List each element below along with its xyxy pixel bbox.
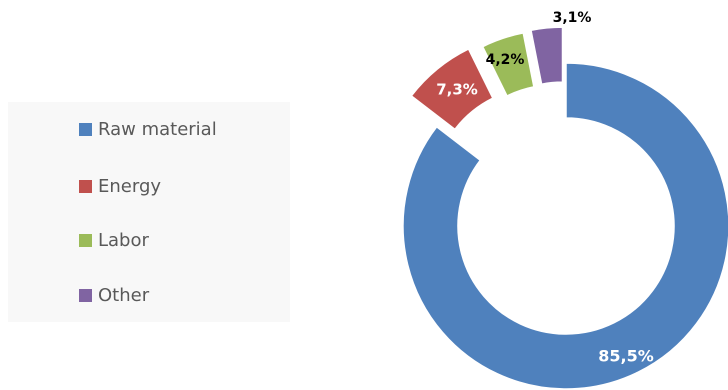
legend-item-other: Other bbox=[79, 283, 149, 307]
legend-swatch-energy bbox=[79, 179, 92, 193]
legend-swatch-labor bbox=[79, 233, 92, 247]
legend-item-labor: Labor bbox=[79, 228, 149, 252]
donut-slice-energy bbox=[410, 47, 494, 131]
data-label-other: 3,1% bbox=[553, 10, 592, 26]
data-label-energy: 7,3% bbox=[436, 81, 478, 99]
donut-slice-labor bbox=[481, 32, 535, 97]
chart-legend: Raw material Energy Labor Other bbox=[8, 102, 290, 322]
donut-slice-raw-material bbox=[402, 62, 728, 390]
legend-swatch-other bbox=[79, 288, 92, 302]
legend-label-other: Other bbox=[98, 284, 150, 306]
legend-label-raw-material: Raw material bbox=[98, 118, 217, 140]
data-label-raw-material: 85,5% bbox=[598, 347, 654, 366]
data-label-labor: 4,2% bbox=[486, 52, 525, 68]
legend-label-energy: Energy bbox=[98, 175, 162, 197]
legend-swatch-raw-material bbox=[79, 122, 92, 136]
legend-item-raw-material: Raw material bbox=[79, 117, 217, 141]
donut-slice-other bbox=[530, 26, 564, 86]
legend-label-labor: Labor bbox=[98, 229, 149, 251]
legend-item-energy: Energy bbox=[79, 174, 161, 198]
